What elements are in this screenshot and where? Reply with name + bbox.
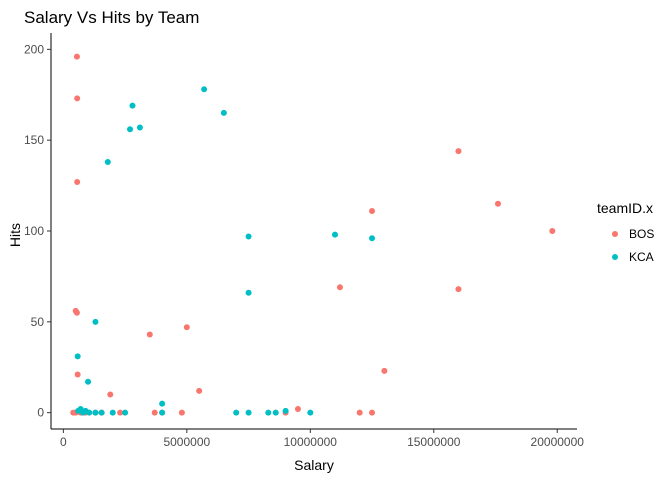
legend-title: teamID.x — [597, 200, 653, 216]
points-layer — [70, 53, 556, 416]
legend-label-kca: KCA — [629, 250, 654, 264]
point-kca — [92, 409, 99, 416]
y-tick-label: 50 — [31, 315, 45, 329]
legend-label-bos: BOS — [629, 227, 654, 241]
point-bos — [381, 367, 388, 374]
point-bos — [183, 324, 190, 331]
point-kca — [233, 409, 240, 416]
point-bos — [549, 228, 556, 234]
legend: teamID.x BOS KCA — [597, 200, 654, 264]
point-kca — [85, 378, 92, 385]
point-kca — [201, 86, 208, 93]
point-kca — [245, 289, 252, 296]
point-bos — [73, 53, 80, 60]
point-bos — [294, 406, 301, 413]
point-bos — [494, 200, 501, 207]
x-tick-label: 15000000 — [407, 435, 461, 449]
point-kca — [265, 409, 272, 416]
point-kca — [282, 407, 289, 414]
point-bos — [151, 409, 158, 416]
point-bos — [74, 178, 81, 185]
chart-title: Salary Vs Hits by Team — [24, 8, 199, 27]
point-kca — [245, 409, 252, 416]
x-axis-ticks: 0 5000000 10000000 15000000 20000000 — [60, 429, 584, 449]
point-kca — [92, 318, 99, 325]
point-bos — [356, 409, 363, 416]
point-bos — [178, 409, 185, 416]
legend-items: BOS KCA — [612, 227, 654, 264]
point-kca — [331, 231, 338, 238]
point-bos — [146, 331, 153, 338]
point-bos — [74, 95, 81, 102]
point-bos — [369, 409, 376, 416]
plot-area: 0 5000000 10000000 15000000 20000000 0 50 100 1… — [24, 33, 584, 449]
point-bos — [336, 284, 343, 291]
point-bos — [74, 371, 81, 378]
point-bos — [107, 391, 114, 398]
point-bos — [369, 208, 376, 215]
point-kca — [307, 409, 314, 416]
point-bos — [455, 148, 462, 155]
point-kca — [109, 409, 116, 416]
point-bos — [196, 387, 203, 394]
point-kca — [127, 126, 134, 133]
y-tick-label: 0 — [37, 406, 44, 420]
legend-key-kca — [612, 254, 618, 260]
x-axis-title: Salary — [294, 457, 334, 473]
x-tick-label: 20000000 — [531, 435, 585, 449]
point-kca — [220, 109, 227, 116]
point-kca — [245, 233, 252, 240]
point-bos — [73, 309, 80, 316]
point-kca — [98, 409, 105, 416]
point-kca — [159, 400, 166, 407]
point-kca — [122, 409, 129, 416]
y-axis-title: Hits — [7, 223, 23, 247]
x-tick-label: 0 — [60, 435, 67, 449]
legend-key-bos — [612, 231, 618, 237]
point-bos — [455, 286, 462, 293]
y-axis-ticks: 0 50 100 150 200 — [24, 42, 51, 420]
point-kca — [136, 124, 143, 131]
point-kca — [159, 409, 166, 416]
point-kca — [74, 353, 81, 360]
point-bos — [117, 409, 124, 416]
y-tick-label: 100 — [24, 224, 44, 238]
y-tick-label: 200 — [24, 42, 44, 56]
x-tick-label: 5000000 — [163, 435, 210, 449]
point-kca — [272, 409, 279, 416]
point-kca — [129, 102, 136, 109]
point-kca — [86, 409, 93, 416]
x-tick-label: 10000000 — [284, 435, 338, 449]
point-kca — [369, 235, 376, 242]
y-tick-label: 150 — [24, 133, 44, 147]
point-kca — [104, 158, 111, 165]
